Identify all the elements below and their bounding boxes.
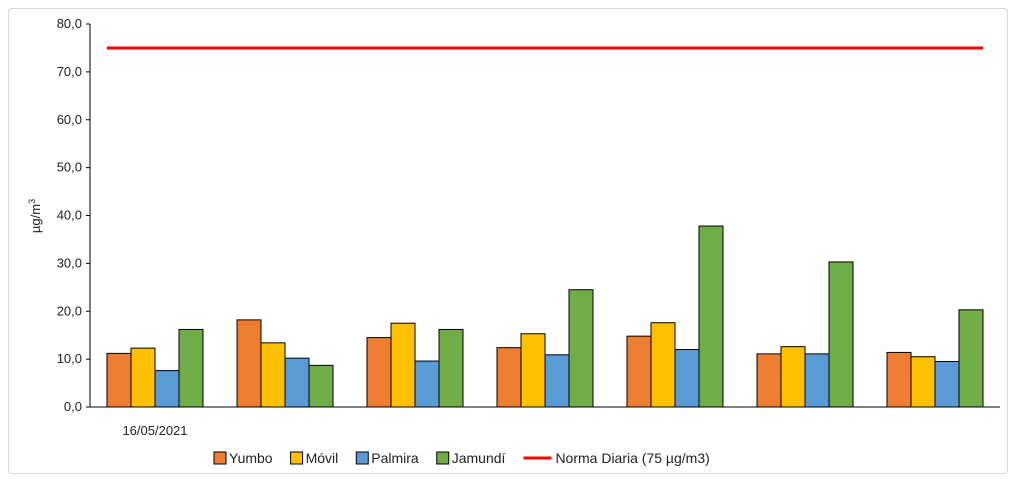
bars (106, 225, 984, 408)
x-axis: 16/05/2021 (90, 406, 1000, 438)
bar-palmira-7 (934, 361, 960, 408)
y-tick-label: 30,0 (57, 255, 82, 270)
bar-palmira-3 (414, 360, 440, 408)
bar-palmira-6 (804, 353, 830, 408)
bar-jamund--1 (178, 328, 204, 408)
bar-palmira-2 (284, 357, 310, 408)
bar-yumbo-5 (626, 335, 652, 408)
bar-m-vil-1 (130, 347, 156, 408)
y-tick-label: 20,0 (57, 303, 82, 318)
bar-yumbo-4 (496, 347, 522, 408)
legend-swatch-palmira (355, 451, 369, 465)
legend: Yumbo Móvil Palmira Jamundí Norma Diaria (75… (213, 450, 710, 466)
y-tick-label: 10,0 (57, 351, 82, 366)
bar-jamund--6 (828, 261, 854, 408)
legend-swatch-m-vil (290, 451, 304, 465)
y-tick-label: 80,0 (57, 16, 82, 31)
bar-m-vil-7 (910, 356, 936, 408)
bar-jamund--4 (568, 289, 594, 408)
bar-yumbo-3 (366, 337, 392, 408)
bar-palmira-5 (674, 349, 700, 408)
bar-palmira-1 (154, 370, 180, 408)
bar-yumbo-7 (886, 351, 912, 408)
x-tick-label: 16/05/2021 (122, 423, 187, 438)
bar-jamund--3 (438, 328, 464, 408)
y-tick-label: 40,0 (57, 208, 82, 223)
legend-label: Yumbo (229, 450, 273, 466)
legend-swatch-jamund- (436, 451, 450, 465)
bar-m-vil-3 (390, 322, 416, 408)
y-tick-label: 60,0 (57, 112, 82, 127)
y-tick-label: 70,0 (57, 64, 82, 79)
bar-m-vil-6 (780, 346, 806, 408)
legend-label: Jamundí (452, 450, 506, 466)
bar-yumbo-6 (756, 353, 782, 408)
y-axis: 0,0 10,0 20,0 30,0 40,0 50,0 60,0 70,0 80,0 (57, 16, 91, 414)
bar-jamund--2 (308, 364, 334, 408)
legend-swatch-yumbo (213, 451, 227, 465)
y-tick-label: 0,0 (64, 399, 82, 414)
bar-jamund--7 (958, 309, 984, 408)
y-tick-label: 50,0 (57, 160, 82, 175)
bar-yumbo-2 (236, 319, 262, 408)
y-axis-title: µg/m3 (27, 199, 43, 233)
bar-m-vil-5 (650, 322, 676, 408)
bar-m-vil-2 (260, 342, 286, 408)
bar-m-vil-4 (520, 333, 546, 408)
legend-label: Móvil (306, 450, 339, 466)
legend-label: Palmira (371, 450, 419, 466)
legend-label: Norma Diaria (75 µg/m3) (555, 450, 709, 466)
bar-jamund--5 (698, 225, 724, 408)
bar-palmira-4 (544, 354, 570, 408)
bar-yumbo-1 (106, 352, 132, 408)
